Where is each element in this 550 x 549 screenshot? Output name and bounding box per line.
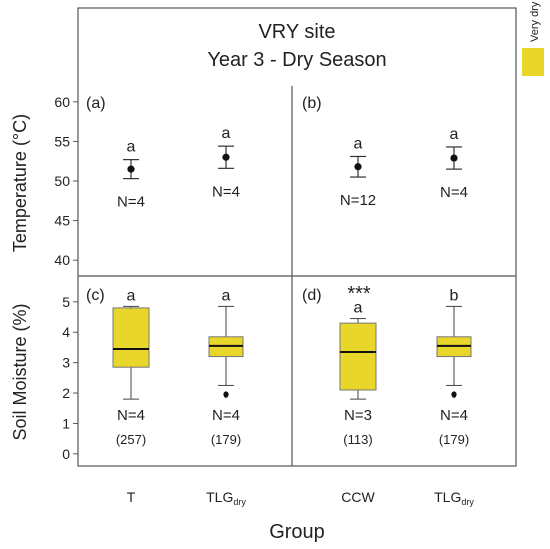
y-tick-label-soil-moisture: 5 [62,294,70,310]
plot-frame [77,7,517,467]
y-tick-label-soil-moisture: 4 [62,324,70,340]
legend-swatch-very-dry [522,48,544,76]
y-tick-label-soil-moisture: 2 [62,385,70,401]
y-tick-label-temperature: 45 [54,213,70,229]
y-axis-label-soil-moisture: Soil Moisture (%) [10,303,30,440]
significance-letter: a [222,287,231,304]
significance-letter: a [222,125,231,142]
title-line-1: VRY site [258,21,335,43]
observation-count-label: (113) [343,432,372,447]
significance-letter: a [450,126,459,143]
mean-point [354,163,362,171]
y-tick-label-soil-moisture: 3 [62,355,70,371]
y-tick-label-temperature: 40 [54,252,70,268]
observation-count-label: (179) [211,432,241,447]
box [339,322,377,391]
significance-letter: b [450,287,459,304]
x-category-label-t: T [127,489,136,505]
y-tick-label-soil-moisture: 0 [62,446,70,462]
observation-count-label: (257) [116,432,146,447]
y-axis-label-temperature: Temperature (°C) [10,114,30,252]
sample-size-label: N=4 [440,407,468,424]
mean-point [127,165,135,173]
x-category-label-tlg-dry-left: TLGdry [206,489,246,507]
y-tick-label-temperature: 55 [54,133,70,149]
sample-size-label: N=4 [117,194,145,211]
x-category-label-tlg-dry-right: TLGdry [434,489,474,507]
legend-label-very-dry: Very dry [529,1,541,42]
x-category-label-ccw: CCW [341,489,375,505]
sample-size-label: N=12 [340,192,376,209]
significance-letter: a [354,135,363,152]
significance-marker: *** [347,283,371,305]
title-line-2: Year 3 - Dry Season [207,49,386,71]
mean-point [450,154,458,162]
significance-letter: a [127,139,136,156]
sample-size-label: N=4 [212,407,240,424]
y-tick-label-soil-moisture: 1 [62,415,70,431]
significance-letter: a [127,287,136,304]
panel-tag-d: (d) [302,287,322,304]
x-axis-label: Group [269,521,325,543]
panel-tag-a: (a) [86,95,106,112]
panel-tag-c: (c) [86,287,105,304]
outlier-point [451,391,457,398]
outlier-point [223,391,229,398]
y-tick-label-temperature: 50 [54,173,70,189]
y-tick-label-temperature: 60 [54,94,70,110]
sample-size-label: N=4 [440,184,468,201]
significance-letter: a [354,300,363,317]
sample-size-label: N=4 [212,183,240,200]
box [112,307,150,368]
mean-point [222,153,230,161]
chart-marks: 4045505560012345aN=4aN=4aN=12aN=4aN=4(25… [54,94,472,462]
sample-size-label: N=3 [344,407,372,424]
observation-count-label: (179) [439,432,469,447]
sample-size-label: N=4 [117,407,145,424]
panel-tag-b: (b) [302,95,322,112]
